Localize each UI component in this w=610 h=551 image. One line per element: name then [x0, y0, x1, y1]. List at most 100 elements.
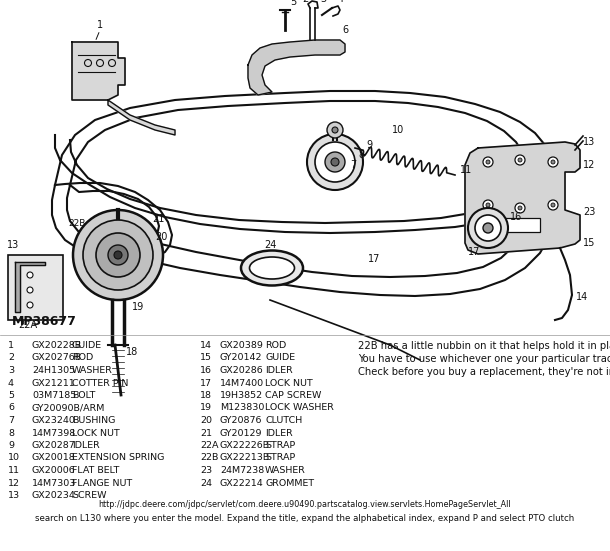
- Circle shape: [548, 157, 558, 167]
- Text: GX20276B: GX20276B: [32, 354, 82, 363]
- Text: 22B: 22B: [68, 219, 85, 228]
- Text: GY20876: GY20876: [220, 416, 262, 425]
- Polygon shape: [72, 42, 125, 100]
- Circle shape: [73, 210, 163, 300]
- Circle shape: [468, 208, 508, 248]
- Text: CAP SCREW: CAP SCREW: [265, 391, 321, 400]
- Text: 23: 23: [583, 207, 595, 217]
- Text: 9: 9: [8, 441, 14, 450]
- Text: 13: 13: [7, 240, 20, 250]
- Polygon shape: [108, 100, 175, 135]
- Circle shape: [96, 233, 140, 277]
- Text: 10: 10: [8, 453, 20, 462]
- Text: GX22213B: GX22213B: [220, 453, 270, 462]
- Text: IDLER: IDLER: [72, 441, 100, 450]
- Text: 20: 20: [200, 416, 212, 425]
- Ellipse shape: [249, 257, 295, 279]
- Text: 14M7303: 14M7303: [32, 478, 76, 488]
- Text: GX21211: GX21211: [32, 379, 76, 387]
- Polygon shape: [248, 40, 345, 95]
- Text: 6: 6: [8, 403, 14, 413]
- Text: 5: 5: [290, 0, 296, 7]
- Text: 20: 20: [155, 232, 167, 242]
- Text: 23: 23: [200, 466, 212, 475]
- Circle shape: [486, 160, 490, 164]
- Circle shape: [551, 203, 555, 207]
- Text: 3: 3: [320, 0, 326, 4]
- Circle shape: [114, 251, 122, 259]
- Text: 16: 16: [510, 212, 522, 222]
- Circle shape: [483, 223, 493, 233]
- Polygon shape: [15, 262, 45, 312]
- Text: WASHER: WASHER: [265, 466, 306, 475]
- Text: 4: 4: [8, 379, 14, 387]
- Text: STRAP: STRAP: [265, 441, 295, 450]
- Text: LOCK NUT: LOCK NUT: [265, 379, 313, 387]
- Circle shape: [327, 122, 343, 138]
- Text: IDLER: IDLER: [265, 366, 293, 375]
- Text: 9: 9: [366, 140, 372, 150]
- Text: GX20286: GX20286: [220, 366, 264, 375]
- Text: http://jdpc.deere.com/jdpc/servlet/com.deere.u90490.partscatalog.view.servlets.H: http://jdpc.deere.com/jdpc/servlet/com.d…: [99, 500, 511, 509]
- Text: 3: 3: [8, 366, 14, 375]
- Text: 22A: 22A: [200, 441, 218, 450]
- Text: SCREW: SCREW: [72, 491, 107, 500]
- Text: 24: 24: [200, 478, 212, 488]
- Ellipse shape: [241, 251, 303, 285]
- Text: 24H1305: 24H1305: [32, 366, 75, 375]
- Text: FLANGE NUT: FLANGE NUT: [72, 478, 132, 488]
- Text: COTTER PIN: COTTER PIN: [72, 379, 128, 387]
- Text: You have to use whichever one your particular tractor uses.: You have to use whichever one your parti…: [358, 354, 610, 364]
- Text: GX23240: GX23240: [32, 416, 76, 425]
- Text: LOCK WASHER: LOCK WASHER: [265, 403, 334, 413]
- Text: 13: 13: [8, 491, 20, 500]
- Circle shape: [332, 127, 338, 133]
- Text: 1: 1: [97, 20, 103, 30]
- Circle shape: [108, 245, 128, 265]
- Text: GX20287: GX20287: [32, 441, 76, 450]
- Text: 19: 19: [200, 403, 212, 413]
- Circle shape: [307, 134, 363, 190]
- Text: GROMMET: GROMMET: [265, 478, 314, 488]
- Text: LOCK NUT: LOCK NUT: [72, 429, 120, 437]
- Circle shape: [551, 160, 555, 164]
- Text: M123830: M123830: [220, 403, 264, 413]
- Circle shape: [548, 200, 558, 210]
- Text: STRAP: STRAP: [265, 453, 295, 462]
- Text: 17: 17: [200, 379, 212, 387]
- Text: FLAT BELT: FLAT BELT: [72, 466, 120, 475]
- Text: Check before you buy a replacement, they're not interchangeable.: Check before you buy a replacement, they…: [358, 367, 610, 377]
- Text: 24: 24: [264, 240, 276, 250]
- Text: 18: 18: [200, 391, 212, 400]
- Text: 11: 11: [8, 466, 20, 475]
- Text: GX22226B: GX22226B: [220, 441, 270, 450]
- Text: 24M7238: 24M7238: [220, 466, 264, 475]
- Text: 12: 12: [583, 160, 595, 170]
- Text: CLUTCH: CLUTCH: [265, 416, 302, 425]
- Text: ROD: ROD: [72, 354, 93, 363]
- Text: 03M7185: 03M7185: [32, 391, 76, 400]
- Text: BUSHING: BUSHING: [72, 416, 115, 425]
- Circle shape: [483, 200, 493, 210]
- Text: EXTENSION SPRING: EXTENSION SPRING: [72, 453, 164, 462]
- Text: 6: 6: [342, 25, 348, 35]
- Circle shape: [83, 220, 153, 290]
- Text: 17: 17: [368, 254, 381, 264]
- Circle shape: [325, 152, 345, 172]
- Polygon shape: [465, 142, 580, 254]
- Circle shape: [483, 157, 493, 167]
- Text: 21: 21: [200, 429, 212, 437]
- Bar: [8, 255, 63, 320]
- Text: GUIDE: GUIDE: [72, 341, 102, 350]
- Text: 15: 15: [583, 238, 595, 248]
- Text: 10: 10: [392, 125, 404, 135]
- Text: MP38677: MP38677: [12, 315, 77, 328]
- Text: 8: 8: [8, 429, 14, 437]
- Text: 19: 19: [132, 302, 144, 312]
- Text: BOLT: BOLT: [72, 391, 95, 400]
- Text: 16: 16: [200, 366, 212, 375]
- Text: 1: 1: [8, 341, 14, 350]
- Circle shape: [27, 302, 33, 308]
- Text: 21: 21: [152, 214, 164, 224]
- Text: IDLER: IDLER: [265, 429, 293, 437]
